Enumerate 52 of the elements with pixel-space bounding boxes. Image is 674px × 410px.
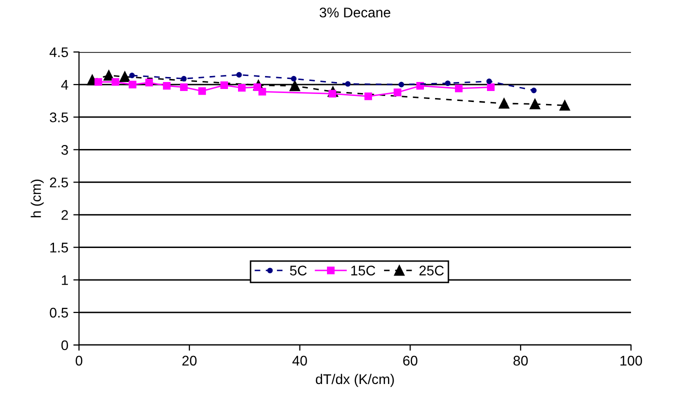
point <box>238 84 246 92</box>
point <box>364 92 372 100</box>
point <box>498 98 510 109</box>
x-tick-label: 80 <box>513 356 528 366</box>
point <box>94 78 102 86</box>
y-tick-label: 2.5 <box>50 178 68 188</box>
legend-label: 25C <box>419 266 444 276</box>
point <box>104 70 114 81</box>
x-tick-label: 20 <box>182 356 197 366</box>
y-tick-label: 2 <box>62 210 68 220</box>
legend-label: 5C <box>290 266 307 276</box>
point <box>345 81 351 87</box>
x-tick-label: 0 <box>76 356 82 366</box>
x-tick-label: 100 <box>620 356 642 366</box>
y-axis-title: h (cm) <box>30 180 44 218</box>
point <box>394 88 402 96</box>
point <box>486 78 492 84</box>
point <box>486 83 495 91</box>
point <box>560 100 570 111</box>
chart-title: 3% Decane <box>320 8 390 18</box>
legend-label: 15C <box>351 266 376 276</box>
point <box>181 76 187 82</box>
point <box>128 80 136 88</box>
x-tick-label: 40 <box>292 356 307 366</box>
point <box>454 84 463 92</box>
point <box>198 87 206 95</box>
point <box>531 88 537 94</box>
point <box>236 72 242 78</box>
y-tick-label: 3 <box>61 145 68 155</box>
y-tick-label: 4.5 <box>50 47 68 58</box>
y-tick-label: 3.5 <box>50 112 68 122</box>
point <box>258 88 266 96</box>
point <box>398 82 404 88</box>
point <box>290 80 300 92</box>
point <box>162 82 171 90</box>
x-axis-title: dT/dx (K/cm) <box>316 374 394 387</box>
point <box>180 83 188 91</box>
point <box>444 80 451 86</box>
x-tick-label: 60 <box>403 356 418 366</box>
point <box>112 78 120 86</box>
point <box>120 72 130 82</box>
point <box>129 72 135 78</box>
y-tick-label: 0 <box>61 340 68 350</box>
point <box>290 76 297 82</box>
y-tick-label: 1 <box>62 275 68 285</box>
point <box>220 81 228 90</box>
y-tick-label: 0.5 <box>50 308 68 318</box>
point <box>530 98 540 110</box>
y-tick-label: 1.5 <box>50 242 68 253</box>
point <box>145 78 153 86</box>
point <box>416 82 424 90</box>
y-tick-label: 4 <box>61 80 68 90</box>
